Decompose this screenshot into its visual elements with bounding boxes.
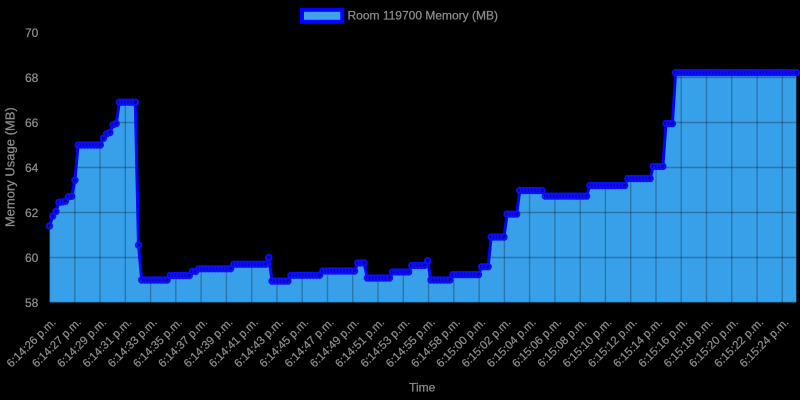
svg-text:64: 64: [25, 161, 39, 175]
svg-text:60: 60: [25, 251, 39, 265]
svg-text:Time: Time: [409, 381, 436, 395]
svg-text:Memory Usage (MB): Memory Usage (MB): [3, 107, 18, 227]
svg-text:Room 119700 Memory (MB): Room 119700 Memory (MB): [348, 8, 499, 22]
svg-text:70: 70: [25, 26, 39, 40]
svg-text:58: 58: [25, 296, 39, 310]
svg-text:66: 66: [25, 116, 39, 130]
svg-text:68: 68: [25, 71, 39, 85]
svg-text:62: 62: [25, 206, 39, 220]
